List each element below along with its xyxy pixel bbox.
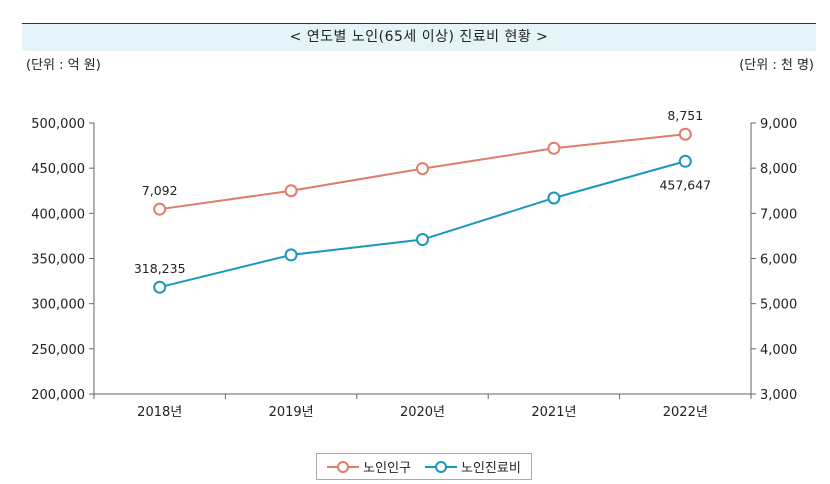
legend-item-medical-cost: 노인진료비 (425, 457, 521, 476)
data-point-1 (153, 280, 167, 294)
left-axis-tick-label: 250,000 (31, 343, 85, 358)
data-point-1 (678, 154, 692, 168)
left-axis-unit: (단위 : 억 원) (26, 58, 101, 73)
right-axis-tick-label: 9,000 (760, 117, 797, 132)
data-point-0 (416, 162, 429, 176)
data-point-1 (284, 248, 298, 262)
right-axis-tick-label: 3,000 (760, 388, 797, 403)
data-point-0 (547, 141, 561, 155)
left-axis-tick-label: 450,000 (31, 162, 85, 177)
data-label: 8,751 (667, 108, 703, 123)
legend-swatch-medical-cost (425, 460, 458, 473)
legend-label-population: 노인인구 (363, 461, 412, 476)
legend-item-population: 노인인구 (327, 457, 411, 476)
right-axis-tick-label: 7,000 (760, 207, 797, 222)
data-label: 457,647 (659, 177, 711, 192)
data-label: 7,092 (142, 183, 178, 198)
left-axis-tick-label: 350,000 (31, 253, 85, 268)
left-axis-tick-label: 500,000 (31, 117, 85, 132)
x-axis-tick-label: 2018년 (137, 405, 182, 420)
left-axis-tick-label: 300,000 (31, 298, 85, 313)
right-axis-tick-label: 5,000 (760, 298, 797, 313)
data-point-0 (678, 127, 692, 141)
data-point-0 (153, 202, 167, 216)
data-label: 318,235 (134, 261, 186, 276)
left-axis-tick-label: 200,000 (31, 388, 85, 403)
data-point-1 (547, 191, 561, 205)
legend-label-medical-cost: 노인진료비 (461, 461, 521, 476)
right-axis-tick-label: 8,000 (760, 162, 797, 177)
x-axis-tick-label: 2019년 (269, 405, 314, 420)
legend: 노인인구 노인진료비 (316, 453, 532, 480)
data-point-1 (416, 233, 429, 247)
chart-title: < 연도별 노인(65세 이상) 진료비 현황 > (22, 23, 816, 51)
right-axis-tick-label: 6,000 (760, 253, 797, 268)
data-point-0 (284, 184, 298, 198)
series-line-1 (159, 160, 686, 289)
left-axis-tick-label: 400,000 (31, 207, 85, 222)
right-axis-tick-label: 4,000 (760, 343, 797, 358)
legend-swatch-population (327, 460, 360, 473)
x-axis-tick-label: 2021년 (531, 405, 576, 420)
x-axis-tick-label: 2022년 (663, 405, 708, 420)
x-axis-tick-label: 2020년 (400, 405, 445, 420)
right-axis-unit: (단위 : 천 명) (739, 58, 814, 73)
